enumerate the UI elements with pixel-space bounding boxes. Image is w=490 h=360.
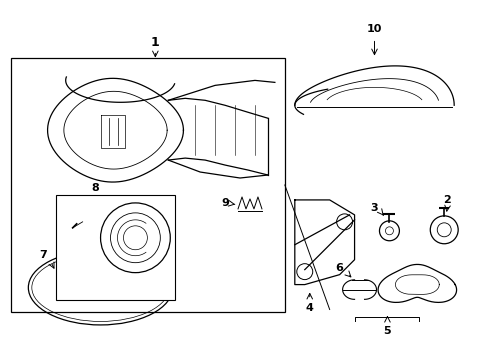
Text: 7: 7: [39, 250, 47, 260]
Text: 6: 6: [336, 263, 343, 273]
Text: 9: 9: [221, 198, 229, 208]
Text: 8: 8: [92, 183, 99, 193]
Text: 5: 5: [384, 327, 391, 336]
Text: 10: 10: [367, 24, 382, 33]
Bar: [56, 195, 175, 300]
Text: 2: 2: [443, 195, 451, 205]
Text: 4: 4: [306, 302, 314, 312]
Text: 1: 1: [151, 36, 160, 49]
Text: 3: 3: [371, 203, 378, 213]
Bar: [11, 58, 285, 312]
